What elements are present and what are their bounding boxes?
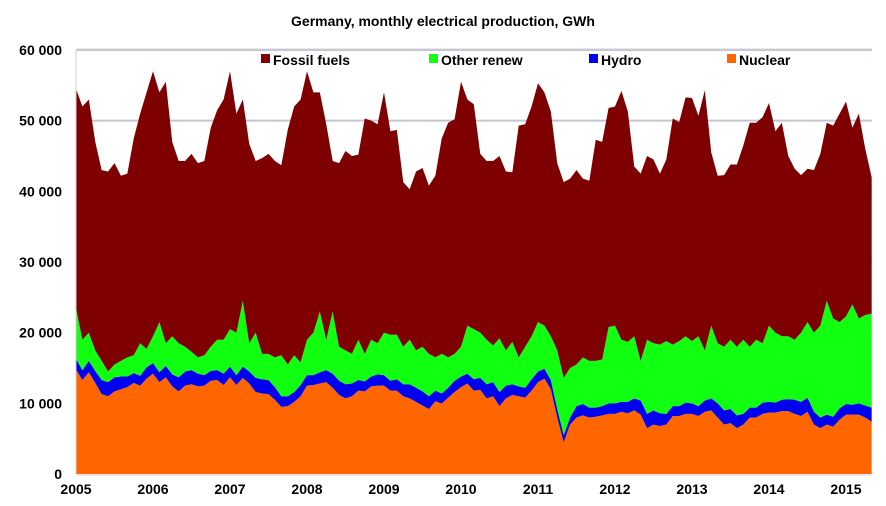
area-fossil-fuels xyxy=(76,71,872,378)
y-tick-label: 20 000 xyxy=(19,325,62,341)
legend-item-hydro: Hydro xyxy=(589,52,641,68)
x-tick-label: 2015 xyxy=(830,481,861,497)
y-tick-label: 40 000 xyxy=(19,183,62,199)
legend-swatch xyxy=(589,54,598,63)
legend-label: Fossil fuels xyxy=(273,52,350,68)
legend-swatch xyxy=(261,54,270,63)
y-axis-ticks: 0 10 000 20 000 30 000 40 000 50 000 60 000 xyxy=(19,42,62,482)
chart-title: Germany, monthly electrical production, … xyxy=(291,13,595,29)
legend-swatch xyxy=(429,54,438,63)
legend-item-fossil-fuels: Fossil fuels xyxy=(261,52,350,68)
x-tick-label: 2010 xyxy=(445,481,476,497)
y-tick-label: 10 000 xyxy=(19,395,62,411)
legend-label: Other renew xyxy=(441,52,523,68)
x-tick-label: 2013 xyxy=(676,481,707,497)
x-tick-label: 2005 xyxy=(60,481,91,497)
y-tick-label: 0 xyxy=(54,466,62,482)
x-tick-label: 2007 xyxy=(214,481,245,497)
y-tick-label: 60 000 xyxy=(19,42,62,58)
x-tick-label: 2014 xyxy=(753,481,784,497)
y-tick-label: 30 000 xyxy=(19,254,62,270)
area-nuclear xyxy=(76,369,872,474)
x-tick-label: 2006 xyxy=(137,481,168,497)
area-series xyxy=(76,71,872,474)
legend-item-other-renew: Other renew xyxy=(429,52,523,68)
x-tick-label: 2009 xyxy=(368,481,399,497)
legend-label: Hydro xyxy=(601,52,641,68)
legend-swatch xyxy=(727,54,736,63)
axes xyxy=(75,48,872,476)
legend-item-nuclear: Nuclear xyxy=(727,52,791,68)
x-tick-label: 2011 xyxy=(523,481,554,497)
x-axis-ticks: 2005 2006 2007 2008 2009 2010 2011 2012 2013 2014… xyxy=(60,481,861,497)
legend-label: Nuclear xyxy=(739,52,791,68)
y-tick-label: 50 000 xyxy=(19,113,62,129)
x-tick-label: 2012 xyxy=(599,481,630,497)
legend: Fossil fuels Other renew Hydro Nuclear xyxy=(261,52,791,68)
x-tick-label: 2008 xyxy=(291,481,322,497)
area-other-renew xyxy=(76,300,872,436)
area-hydro xyxy=(76,358,872,443)
